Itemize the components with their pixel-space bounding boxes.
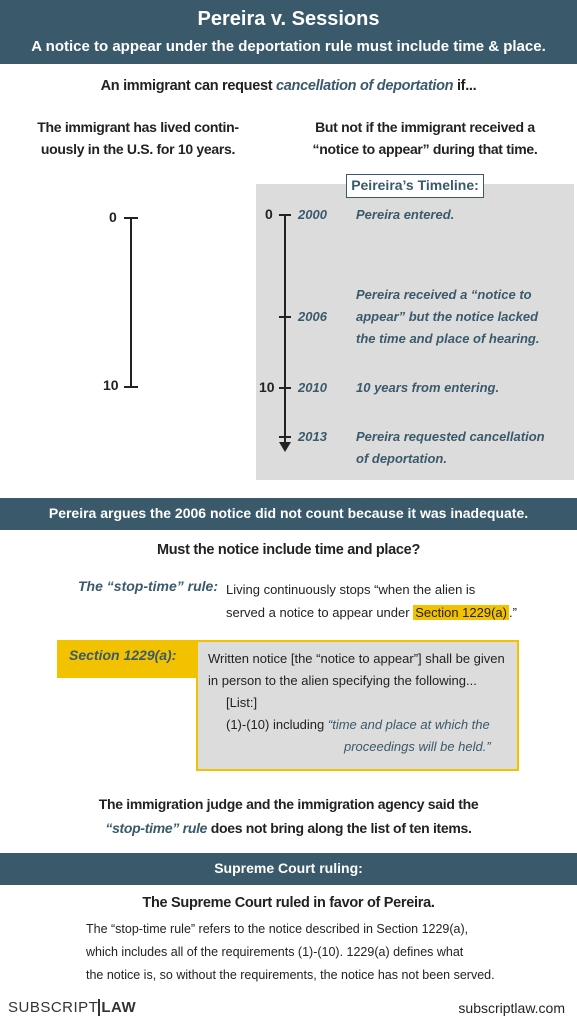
ruling-body: The “stop-time rule” refers to the notic… — [86, 922, 495, 982]
axis-tick-top — [124, 217, 138, 219]
timeline-year: 2006 — [298, 309, 327, 324]
page-title: Pereira v. Sessions — [197, 8, 380, 30]
timeline-axis-line — [284, 214, 286, 444]
timeline-event: 10 years from entering. — [356, 380, 500, 395]
axis-label-ten: 10 — [103, 377, 119, 393]
section-highlight: Section 1229(a) — [413, 605, 509, 620]
ten-year-axis: 0 10 — [95, 205, 155, 393]
timeline-tick-2010 — [279, 387, 291, 389]
right-condition: But not if the immigrant received a “not… — [312, 119, 538, 157]
argument-band: Pereira argues the 2006 notice did not c… — [0, 498, 577, 530]
timeline-title: Peireira’s Timeline: — [346, 174, 484, 198]
stop-time-text: Living continuously stops “when the alie… — [226, 582, 517, 620]
timeline-tick-2006 — [279, 316, 291, 318]
page-subtitle: A notice to appear under the deportation… — [31, 38, 546, 55]
axis-label-zero: 0 — [109, 209, 117, 225]
timeline-axis-ten: 10 — [259, 379, 275, 395]
timeline-tick-2013 — [279, 436, 291, 438]
axis-tick-bottom — [124, 386, 138, 388]
left-condition: The immigrant has lived contin- uously i… — [37, 119, 239, 157]
section-label: Section 1229(a): — [57, 640, 202, 678]
timeline-event: Pereira entered. — [356, 207, 455, 222]
brand-logo: SUBSCRIPT LAW — [8, 999, 137, 1016]
section-box: Written notice [the “notice to appear”] … — [196, 640, 519, 771]
timeline-arrow-icon — [279, 442, 291, 452]
intro-emphasis: cancellation of deportation — [276, 78, 454, 94]
ruling-band: Supreme Court ruling: — [0, 853, 577, 885]
ruling-headline: The Supreme Court ruled in favor of Pere… — [142, 895, 435, 911]
timeline-event: Pereira requested cancellation of deport… — [356, 429, 545, 466]
timeline-axis-zero: 0 — [265, 206, 273, 222]
timeline-tick-2000 — [279, 214, 291, 216]
judge-statement: The immigration judge and the immigratio… — [98, 796, 479, 836]
question-heading: Must the notice include time and place? — [156, 542, 421, 558]
timeline-panel — [256, 184, 574, 480]
intro-text: An immigrant can request cancellation of… — [100, 78, 477, 94]
timeline-event: Pereira received a “notice to appear” bu… — [356, 287, 540, 346]
header-band: Pereira v. Sessions A notice to appear u… — [0, 0, 577, 64]
timeline-year: 2010 — [298, 380, 327, 395]
stop-time-label: The “stop-time” rule: — [78, 578, 219, 594]
timeline-year: 2000 — [298, 207, 327, 222]
timeline-year: 2013 — [298, 429, 327, 444]
axis-line — [130, 217, 132, 387]
footer-url[interactable]: subscriptlaw.com — [458, 1000, 565, 1016]
